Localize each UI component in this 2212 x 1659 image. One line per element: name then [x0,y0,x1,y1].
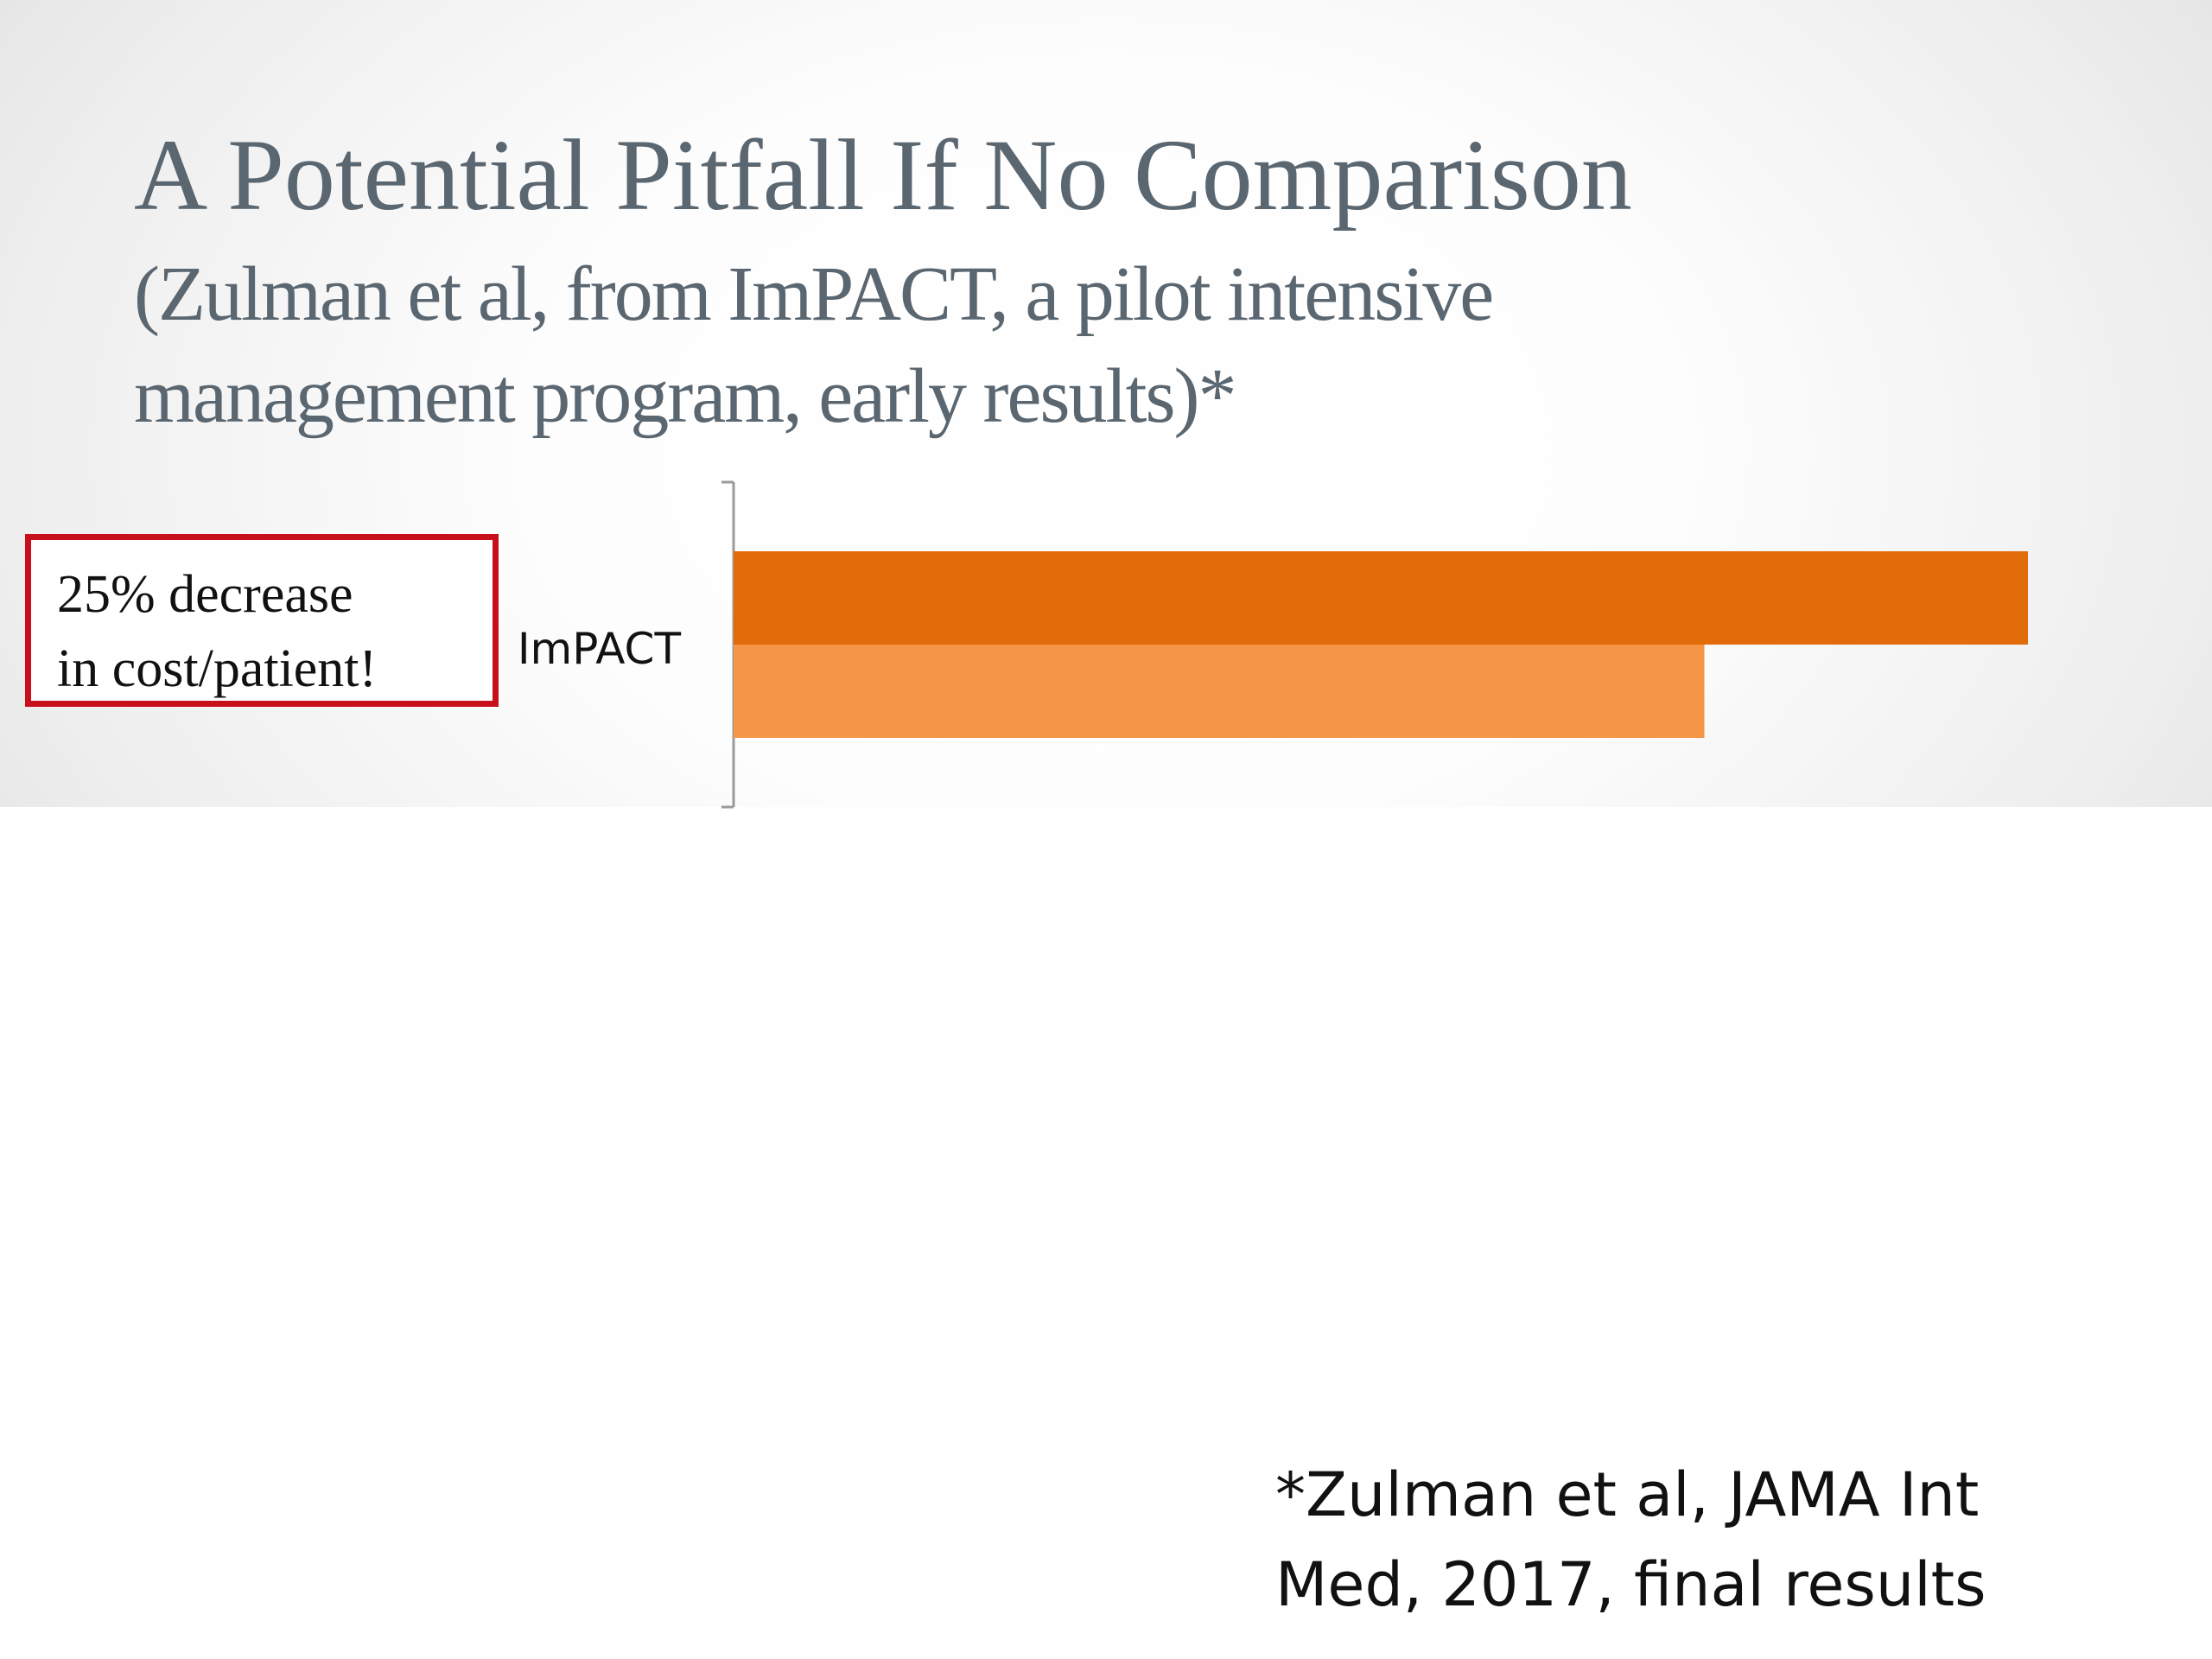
slide-title: A Potential Pitfall If No Comparison [134,118,1632,232]
callout-box: 25% decrease in cost/patient! [25,534,499,707]
subtitle-line-1: (Zulman et al, from ImPACT, a pilot inte… [134,251,1494,337]
slide-subtitle: (Zulman et al, from ImPACT, a pilot inte… [134,244,1776,448]
callout-line-2: in cost/patient! [57,639,378,698]
footnote-line-1: *Zulman et al, JAMA Int [1275,1459,1980,1530]
citation-footnote: *Zulman et al, JAMA Int Med, 2017, final… [1275,1450,1986,1630]
cost-bar-chart: ImPACT [518,480,2028,809]
category-label-impact: ImPACT [518,624,682,674]
bar-impact-series-1 [734,551,2028,645]
footnote-line-2: Med, 2017, final results [1275,1549,1986,1620]
callout-line-1: 25% decrease [57,565,353,624]
subtitle-line-2: management program, early results)* [134,353,1237,439]
bar-impact-series-2 [734,645,1705,738]
